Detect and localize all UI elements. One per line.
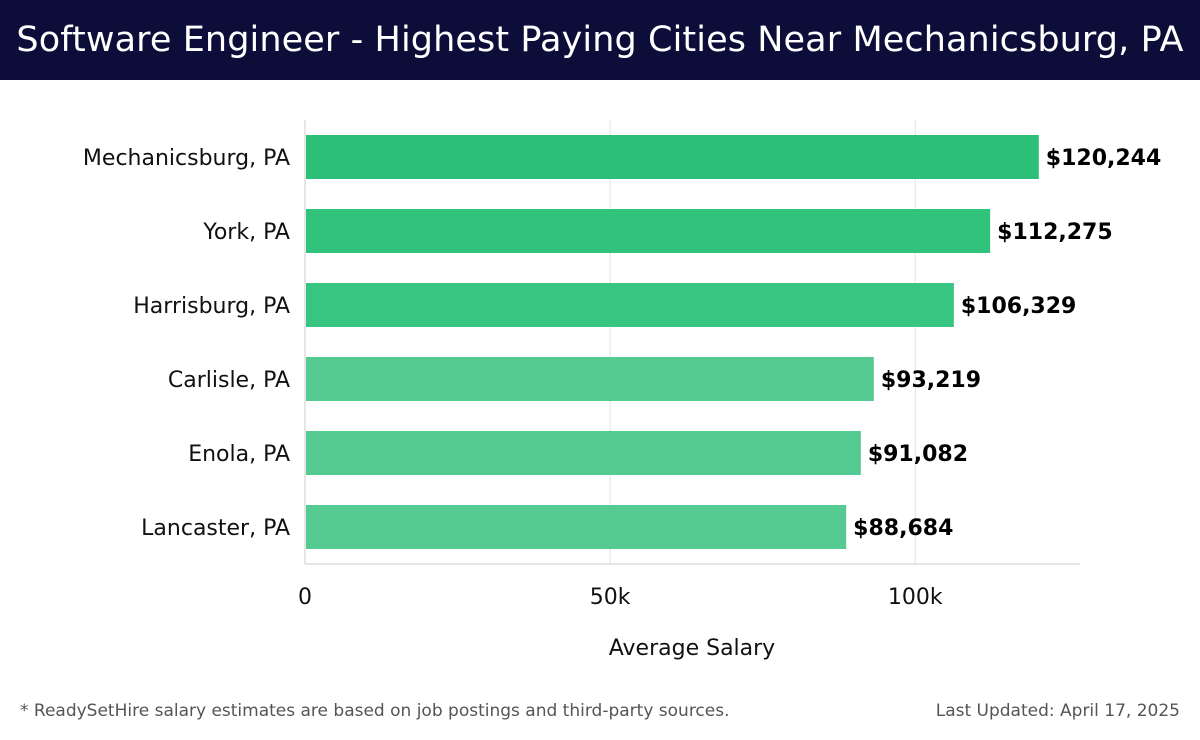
chart-title: Software Engineer - Highest Paying Citie… <box>16 20 1184 60</box>
category-label: Harrisburg, PA <box>133 294 290 319</box>
last-updated: Last Updated: April 17, 2025 <box>935 701 1180 721</box>
bar <box>306 357 874 401</box>
category-label: Lancaster, PA <box>141 516 290 541</box>
bar <box>306 431 861 475</box>
bar <box>306 135 1039 179</box>
value-label: $93,219 <box>881 368 981 393</box>
x-tick-label: 50k <box>590 585 631 610</box>
value-label: $91,082 <box>868 442 968 467</box>
value-label: $112,275 <box>997 220 1113 245</box>
bar-chart: 0 50k 100k Average Salary Mechanicsburg, PA $… <box>83 120 1161 661</box>
bar <box>306 505 847 549</box>
bars <box>306 135 1039 549</box>
axes <box>304 120 1080 565</box>
bar <box>306 209 991 253</box>
footer-disclaimer: * ReadySetHire salary estimates are base… <box>20 701 730 721</box>
x-tick-label: 0 <box>298 585 312 610</box>
category-label: Enola, PA <box>188 442 290 467</box>
value-label: $106,329 <box>961 294 1077 319</box>
x-tick-label: 100k <box>888 585 943 610</box>
gridlines <box>609 120 916 564</box>
category-label: Carlisle, PA <box>168 368 290 393</box>
x-axis-label: Average Salary <box>609 636 775 661</box>
bar <box>306 283 954 327</box>
value-label: $88,684 <box>853 516 953 541</box>
chart-title-banner: Software Engineer - Highest Paying Citie… <box>0 0 1200 80</box>
value-label: $120,244 <box>1046 146 1162 171</box>
labels: 0 50k 100k Average Salary Mechanicsburg, PA $… <box>83 146 1161 661</box>
category-label: Mechanicsburg, PA <box>83 146 290 171</box>
category-label: York, PA <box>202 220 290 245</box>
